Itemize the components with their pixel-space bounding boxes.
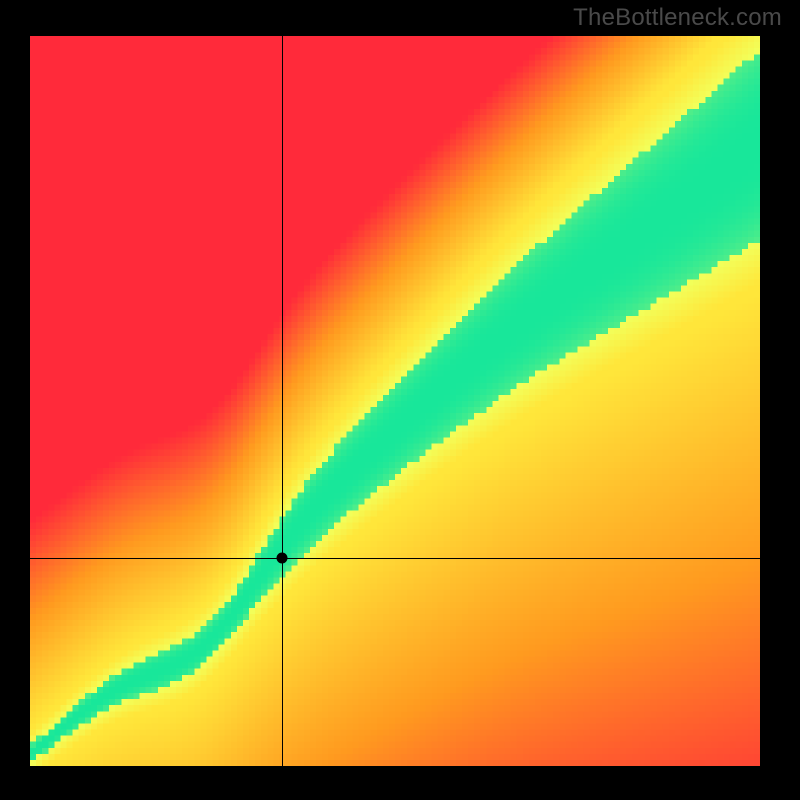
heatmap-canvas bbox=[30, 36, 760, 766]
watermark-text: TheBottleneck.com bbox=[573, 4, 782, 32]
crosshair-vertical bbox=[282, 36, 283, 766]
crosshair-horizontal bbox=[30, 558, 760, 559]
chart-container: TheBottleneck.com bbox=[0, 0, 800, 800]
selected-point-dot bbox=[276, 552, 287, 563]
heatmap-plot bbox=[30, 36, 760, 766]
